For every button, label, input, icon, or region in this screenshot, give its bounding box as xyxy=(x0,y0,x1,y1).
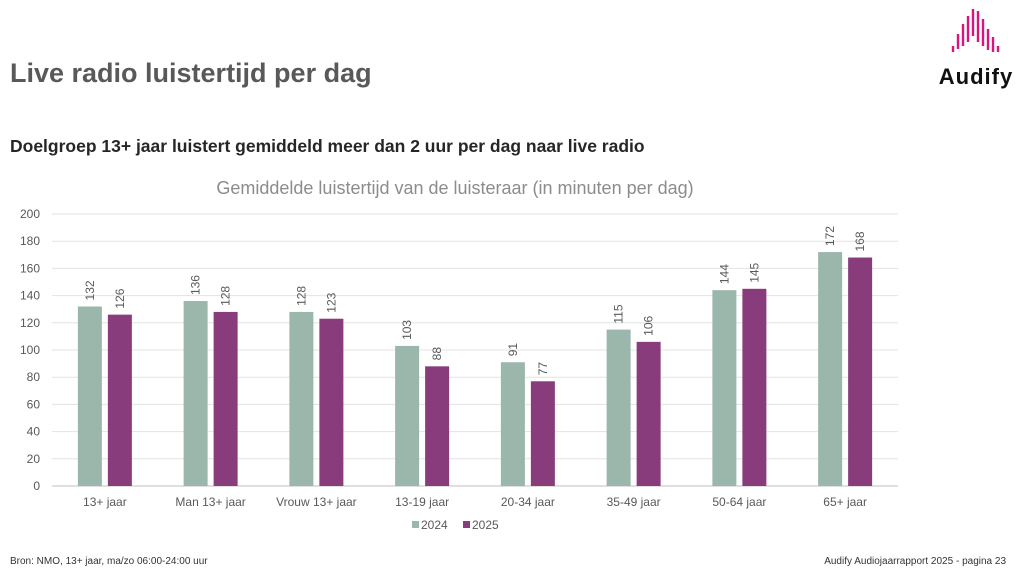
bar-2024 xyxy=(818,252,843,486)
source-note: Bron: NMO, 13+ jaar, ma/zo 06:00-24:00 u… xyxy=(10,556,208,567)
chart-title: Gemiddelde luistertijd van de luisteraar… xyxy=(216,178,693,198)
legend-swatch-2024 xyxy=(412,521,419,528)
bar-2025 xyxy=(742,288,767,486)
bar-2024 xyxy=(606,329,631,486)
bar-2024 xyxy=(500,362,525,486)
data-label: 128 xyxy=(294,286,308,306)
data-label: 106 xyxy=(642,315,656,335)
x-tick-label: 20-34 jaar xyxy=(501,495,555,509)
legend-label: 2024 xyxy=(421,518,448,532)
data-label: 132 xyxy=(83,280,97,300)
data-label: 144 xyxy=(717,264,731,284)
x-tick-label: Vrouw 13+ jaar xyxy=(276,495,357,509)
y-tick-label: 140 xyxy=(20,289,40,303)
bar-2025 xyxy=(530,381,555,486)
data-label: 88 xyxy=(430,347,444,361)
logo-text: Audify xyxy=(938,64,1014,89)
data-label: 91 xyxy=(506,343,520,357)
legend-label: 2025 xyxy=(472,518,499,532)
bar-2025 xyxy=(213,311,238,486)
y-tick-label: 180 xyxy=(20,234,40,248)
y-tick-label: 120 xyxy=(20,316,40,330)
x-tick-label: Man 13+ jaar xyxy=(175,495,245,509)
bar-2025 xyxy=(636,341,661,486)
page-title: Live radio luistertijd per dag xyxy=(10,58,372,88)
bar-2025 xyxy=(848,257,873,486)
y-tick-label: 200 xyxy=(20,207,40,221)
y-tick-label: 80 xyxy=(27,370,41,384)
x-tick-label: 13+ jaar xyxy=(83,495,127,509)
data-label: 128 xyxy=(219,286,233,306)
data-label: 136 xyxy=(189,275,203,295)
y-tick-label: 20 xyxy=(27,452,41,466)
audify-logo: Audify xyxy=(928,4,1024,90)
y-tick-label: 0 xyxy=(33,479,40,493)
bar-2025 xyxy=(319,318,344,486)
x-tick-label: 35-49 jaar xyxy=(607,495,661,509)
data-label: 77 xyxy=(536,362,550,376)
data-label: 103 xyxy=(400,320,414,340)
page-subtitle: Doelgroep 13+ jaar luistert gemiddeld me… xyxy=(10,136,645,156)
bar-2025 xyxy=(107,314,132,486)
bar-2024 xyxy=(395,345,420,486)
sound-wave-icon xyxy=(951,9,1000,52)
legend-swatch-2025 xyxy=(463,521,470,528)
x-tick-label: 65+ jaar xyxy=(823,495,867,509)
data-label: 172 xyxy=(823,226,837,246)
data-label: 115 xyxy=(612,304,626,323)
x-tick-label: 50-64 jaar xyxy=(712,495,766,509)
data-label: 126 xyxy=(113,288,127,308)
bar-2024 xyxy=(183,301,208,486)
data-label: 168 xyxy=(853,231,867,251)
bar-2025 xyxy=(425,366,450,486)
y-tick-label: 160 xyxy=(20,261,40,275)
y-tick-label: 100 xyxy=(20,343,40,357)
bar-2024 xyxy=(77,306,102,486)
data-label: 145 xyxy=(747,262,761,282)
bar-2024 xyxy=(712,290,737,486)
bar-2024 xyxy=(289,311,314,486)
data-label: 123 xyxy=(324,292,338,312)
page-number: Audify Audiojaarrapport 2025 - pagina 23 xyxy=(824,556,1006,567)
x-tick-label: 13-19 jaar xyxy=(395,495,449,509)
y-tick-label: 60 xyxy=(27,397,41,411)
y-tick-label: 40 xyxy=(27,425,41,439)
